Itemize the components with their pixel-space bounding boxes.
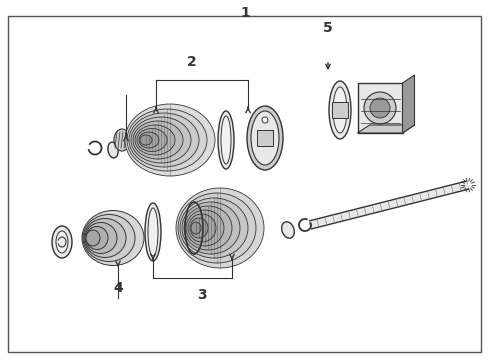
Ellipse shape <box>86 230 100 246</box>
Ellipse shape <box>221 116 231 164</box>
Text: 2: 2 <box>187 55 197 69</box>
Ellipse shape <box>131 117 191 163</box>
Polygon shape <box>402 75 415 133</box>
Ellipse shape <box>52 226 72 258</box>
Text: 1: 1 <box>240 6 250 20</box>
Ellipse shape <box>135 125 175 155</box>
Ellipse shape <box>83 215 135 261</box>
Text: 4: 4 <box>113 281 123 295</box>
Ellipse shape <box>282 222 294 238</box>
Ellipse shape <box>180 198 248 258</box>
Ellipse shape <box>188 214 216 242</box>
Ellipse shape <box>82 211 144 266</box>
Ellipse shape <box>182 202 240 254</box>
Bar <box>358 83 402 133</box>
Ellipse shape <box>108 142 118 158</box>
Ellipse shape <box>247 106 283 170</box>
Ellipse shape <box>84 219 126 257</box>
Ellipse shape <box>186 210 224 246</box>
Polygon shape <box>358 125 415 133</box>
Ellipse shape <box>191 222 201 234</box>
Ellipse shape <box>190 218 208 238</box>
Ellipse shape <box>178 193 256 263</box>
Ellipse shape <box>86 226 108 249</box>
Bar <box>257 130 273 146</box>
Ellipse shape <box>329 81 351 139</box>
Ellipse shape <box>333 87 347 133</box>
Bar <box>332 102 348 118</box>
Ellipse shape <box>137 129 167 152</box>
Ellipse shape <box>184 206 232 250</box>
Ellipse shape <box>148 208 158 256</box>
Ellipse shape <box>85 222 117 253</box>
Ellipse shape <box>139 132 159 148</box>
Text: 5: 5 <box>323 21 333 35</box>
Ellipse shape <box>251 111 279 165</box>
Ellipse shape <box>140 135 152 145</box>
Ellipse shape <box>129 113 199 167</box>
Ellipse shape <box>218 111 234 169</box>
Circle shape <box>262 117 268 123</box>
Ellipse shape <box>56 231 68 253</box>
Ellipse shape <box>125 104 215 176</box>
Ellipse shape <box>114 129 130 151</box>
Circle shape <box>370 98 390 118</box>
Text: 3: 3 <box>197 288 207 302</box>
Ellipse shape <box>145 203 161 261</box>
Circle shape <box>364 92 396 124</box>
Ellipse shape <box>176 188 264 268</box>
Ellipse shape <box>127 109 207 171</box>
Ellipse shape <box>133 121 183 159</box>
